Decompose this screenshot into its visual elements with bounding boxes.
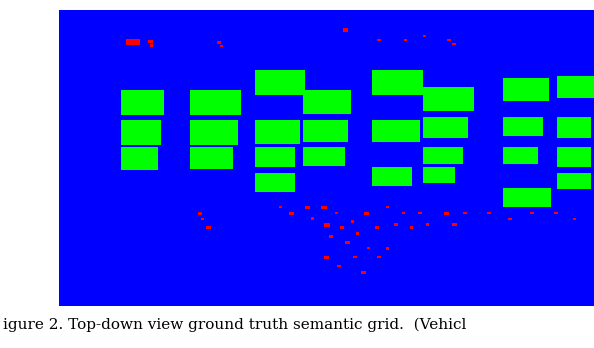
Bar <box>190 120 238 145</box>
Bar <box>447 39 451 41</box>
Bar <box>150 45 153 47</box>
Bar <box>330 235 333 238</box>
Bar <box>423 35 426 37</box>
Bar <box>508 218 511 220</box>
Bar <box>503 117 544 136</box>
Bar <box>198 212 202 214</box>
Bar <box>254 70 305 95</box>
Bar <box>201 218 204 220</box>
Bar <box>303 147 346 166</box>
Bar <box>404 39 407 41</box>
Bar <box>311 218 314 220</box>
Bar <box>346 241 350 244</box>
Bar <box>503 147 538 164</box>
Bar <box>557 117 592 137</box>
Bar <box>410 226 413 229</box>
Bar <box>361 271 366 274</box>
Bar <box>254 173 295 192</box>
Bar <box>303 120 348 142</box>
Bar <box>378 39 381 41</box>
Bar <box>190 147 233 169</box>
Text: igure 2. Top-down view ground truth semantic grid.  (Vehicl: igure 2. Top-down view ground truth sema… <box>3 318 466 332</box>
Bar <box>444 212 448 214</box>
Bar <box>554 212 558 214</box>
Bar <box>418 212 422 214</box>
Bar <box>364 212 369 214</box>
Bar <box>503 79 549 101</box>
Bar <box>305 206 310 209</box>
Bar <box>463 212 467 214</box>
Bar <box>126 39 140 45</box>
Bar <box>530 212 533 214</box>
Bar <box>220 45 223 47</box>
Bar <box>386 206 389 208</box>
Bar <box>121 90 164 116</box>
Bar <box>343 28 347 32</box>
Bar <box>393 223 398 226</box>
Bar <box>356 232 359 235</box>
Bar <box>335 212 338 214</box>
Bar <box>121 120 161 145</box>
Bar <box>289 212 294 214</box>
Bar <box>324 223 330 227</box>
Bar <box>557 147 592 167</box>
Bar <box>190 90 241 116</box>
Bar <box>372 70 423 95</box>
Bar <box>386 247 389 250</box>
Bar <box>423 117 468 137</box>
Bar <box>573 218 576 220</box>
Bar <box>279 206 282 208</box>
Bar <box>321 206 327 209</box>
Bar <box>303 90 350 114</box>
Bar <box>425 223 429 226</box>
Bar <box>217 41 222 44</box>
Bar <box>350 221 355 223</box>
Bar <box>372 167 412 187</box>
Bar <box>557 173 592 189</box>
Bar <box>487 212 491 214</box>
Bar <box>254 147 295 167</box>
Bar <box>147 40 153 43</box>
Bar <box>378 256 381 258</box>
Bar <box>337 265 340 267</box>
Bar <box>423 87 473 111</box>
Bar <box>353 256 356 258</box>
Bar <box>375 227 378 229</box>
Bar <box>453 43 456 45</box>
Bar <box>557 76 594 98</box>
Bar <box>324 256 329 259</box>
Bar <box>423 147 463 164</box>
Bar <box>121 147 158 170</box>
Bar <box>340 227 344 229</box>
Bar <box>254 120 300 143</box>
Bar <box>366 247 370 250</box>
Bar <box>453 223 457 226</box>
Bar <box>207 226 211 229</box>
Bar <box>423 167 455 183</box>
Bar <box>372 120 420 142</box>
Bar <box>402 212 405 214</box>
Bar <box>503 188 551 207</box>
